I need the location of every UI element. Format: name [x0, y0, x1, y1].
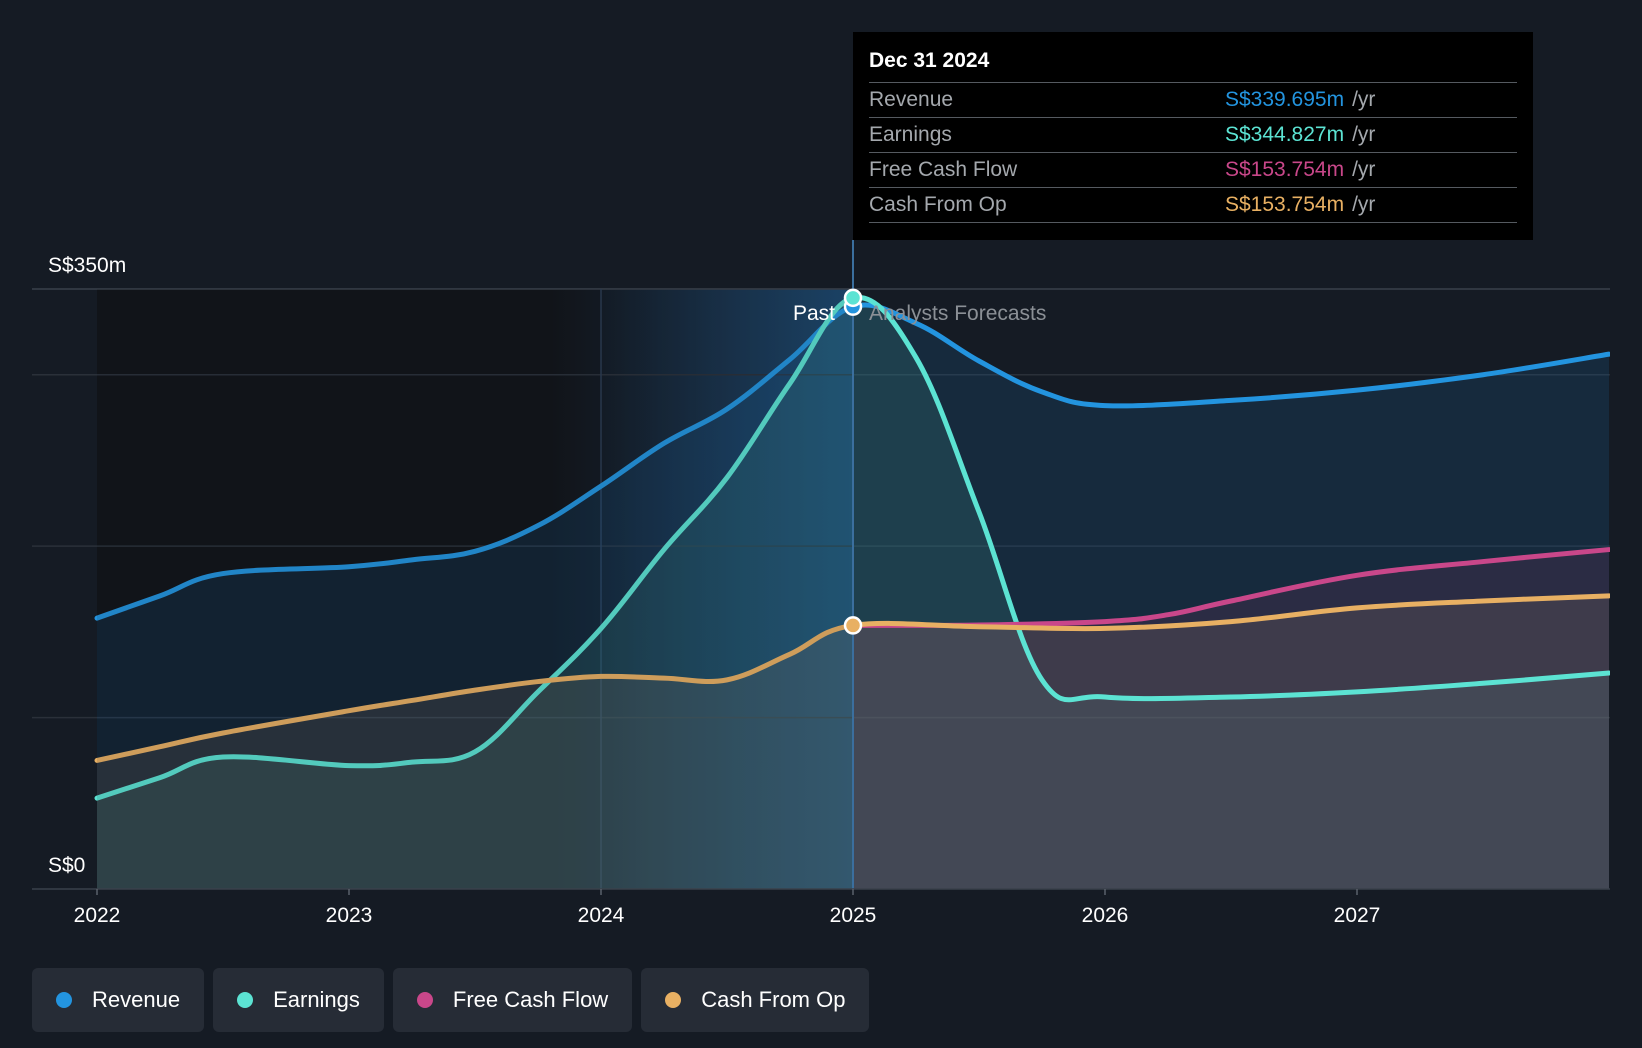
x-tick-label: 2025: [830, 904, 877, 927]
tooltip-unit: /yr: [1352, 193, 1376, 216]
y-axis-min-label: S$0: [48, 854, 85, 877]
past-label: Past: [793, 302, 835, 325]
legend-item-free-cash-flow[interactable]: Free Cash Flow: [392, 968, 633, 1032]
tooltip-row-earnings: Earnings S$344.827m /yr: [869, 117, 1517, 152]
legend-label: Earnings: [273, 987, 360, 1012]
x-tick-label: 2024: [578, 904, 625, 927]
cash-from-op-dot-icon: [665, 992, 682, 1008]
legend-label: Free Cash Flow: [452, 987, 609, 1012]
tooltip-label: Cash From Op: [869, 193, 1007, 216]
forecast-label: Analysts Forecasts: [869, 302, 1046, 325]
tooltip-value: S$339.695m: [1225, 88, 1345, 111]
tooltip-row-revenue: Revenue S$339.695m /yr: [869, 82, 1517, 117]
tooltip-label: Revenue: [869, 88, 954, 111]
highlight-region-shade: [601, 289, 853, 889]
earnings-dot-icon: [237, 992, 254, 1008]
area-free-cash-flow: [853, 549, 1609, 889]
tooltip-row-free-cash-flow: Free Cash Flow S$153.754m /yr: [869, 152, 1517, 187]
legend: Revenue Earnings Free Cash Flow Cash Fro…: [32, 968, 870, 1032]
tooltip: Dec 31 2024 Revenue S$339.695m /yr Earni…: [853, 32, 1533, 240]
x-tick-label: 2022: [74, 904, 121, 927]
tooltip-label: Free Cash Flow: [869, 158, 1018, 181]
tooltip-unit: /yr: [1352, 123, 1376, 146]
marker-earnings: [843, 288, 863, 308]
legend-label: Revenue: [92, 987, 181, 1012]
y-axis-max-label: S$350m: [48, 254, 126, 277]
line-cash-from-op: [94, 593, 1610, 763]
marker-cash-from-op: [843, 616, 863, 635]
legend-item-cash-from-op[interactable]: Cash From Op: [641, 968, 870, 1032]
free-cash-flow-dot-icon: [416, 992, 433, 1008]
legend-item-earnings[interactable]: Earnings: [213, 968, 384, 1032]
x-tick-label: 2026: [1082, 904, 1129, 927]
tooltip-row-cash-from-op: Cash From Op S$153.754m /yr: [869, 187, 1517, 223]
x-tick-label: 2027: [1334, 904, 1381, 927]
line-earnings: [94, 294, 1610, 801]
tooltip-unit: /yr: [1352, 158, 1376, 181]
tooltip-value: S$153.754m: [1225, 158, 1345, 181]
legend-label: Cash From Op: [701, 987, 846, 1012]
x-tick-label: 2023: [326, 904, 373, 927]
past-dim-overlay: [97, 289, 853, 889]
tooltip-value: S$344.827m: [1225, 123, 1345, 146]
tooltip-label: Earnings: [869, 123, 952, 146]
revenue-dot-icon: [56, 992, 72, 1008]
tooltip-unit: /yr: [1352, 88, 1376, 111]
tooltip-date: Dec 31 2024: [869, 49, 990, 72]
line-revenue: [94, 302, 1610, 621]
tooltip-value: S$153.754m: [1225, 193, 1345, 216]
legend-item-revenue[interactable]: Revenue: [32, 968, 205, 1032]
